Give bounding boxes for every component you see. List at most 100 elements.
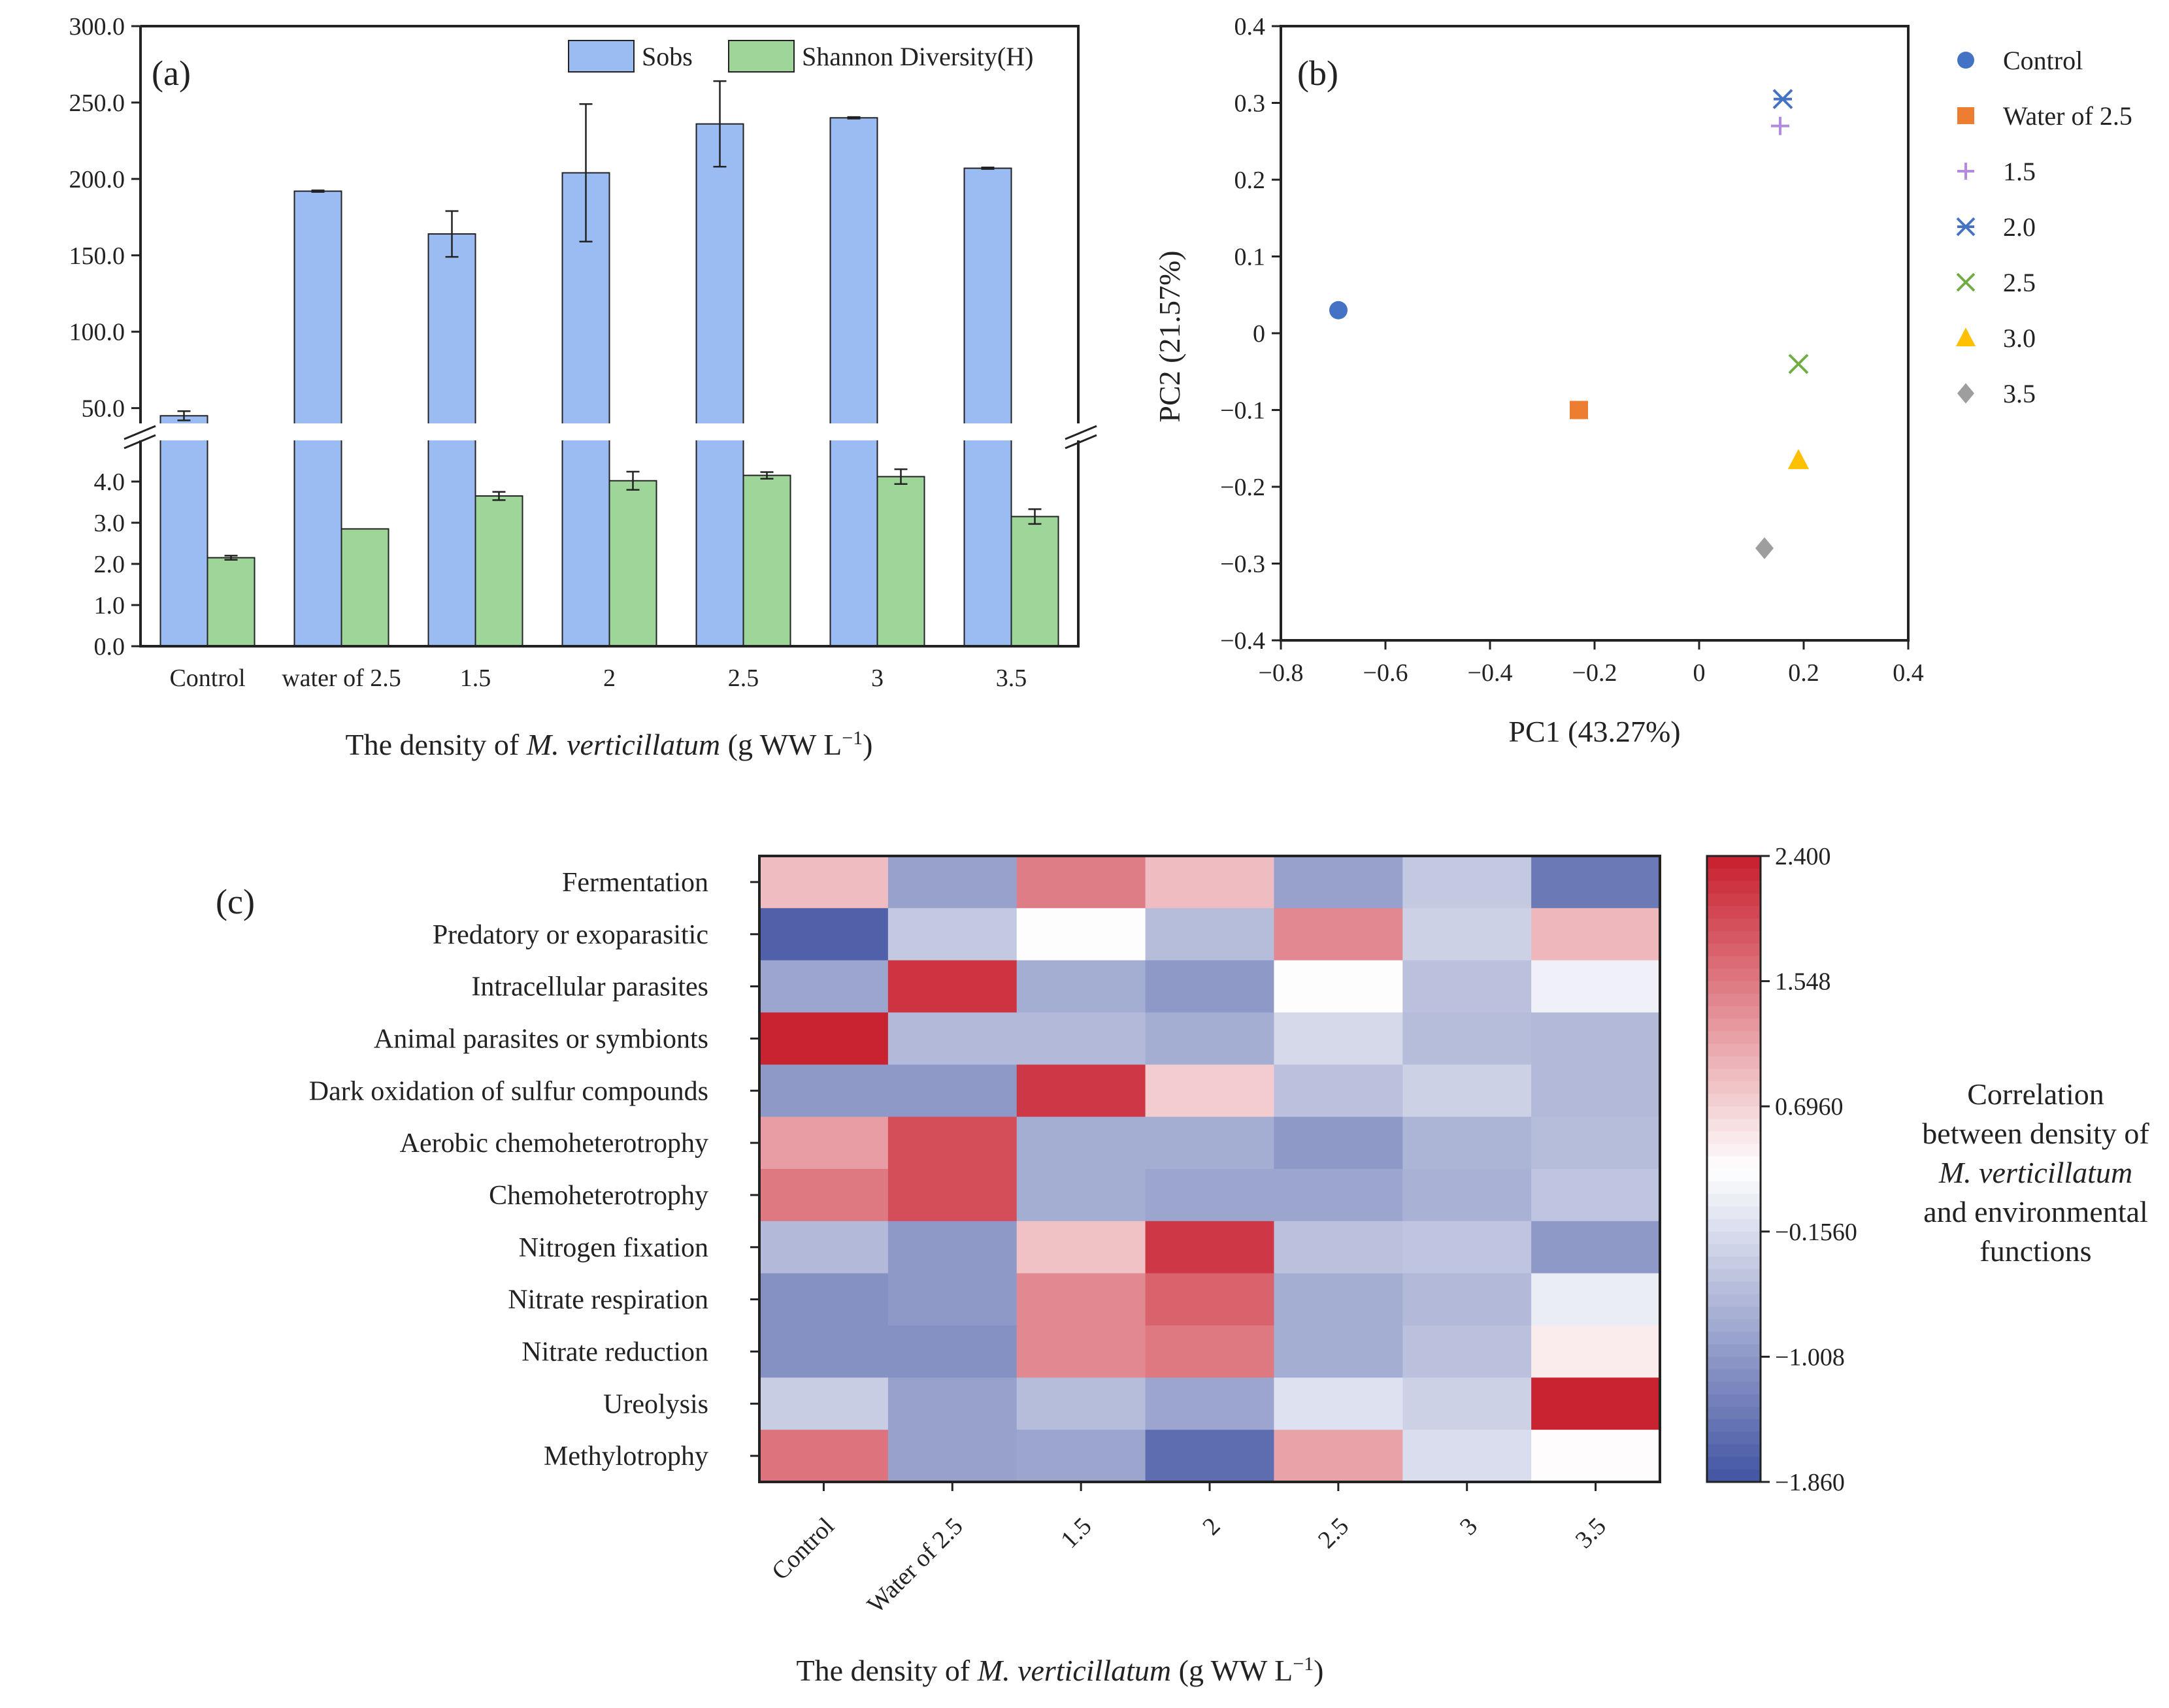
heatmap-cell — [1274, 1221, 1403, 1274]
colorbar-step — [1707, 1319, 1761, 1332]
error-bar-sobs — [579, 103, 593, 242]
heatmap-cell — [1402, 1377, 1532, 1430]
heatmap-cell — [1274, 1377, 1403, 1430]
scatter-point — [1788, 353, 1809, 374]
heatmap-cell — [1531, 960, 1661, 1013]
colorbar-step — [1707, 981, 1761, 994]
colorbar-step — [1707, 1169, 1761, 1182]
heatmap-cell — [1016, 1169, 1146, 1222]
colorbar-step — [1707, 1219, 1761, 1232]
x-ticks: −0.8 −0.6 −0.4 −0.2 0 0.2 0.4 — [1259, 640, 1924, 687]
y-tick-label: 150.0 — [69, 242, 125, 270]
heatmap-cell — [759, 960, 889, 1013]
row-label: Fermentation — [562, 868, 708, 898]
colorbar-step — [1707, 1206, 1761, 1220]
x-tick-label: 2.5 — [728, 665, 759, 692]
legend-label: 2.5 — [2003, 268, 2036, 297]
row-label: Aerobic chemoheterotrophy — [400, 1128, 708, 1158]
heatmap-cell — [1531, 1325, 1661, 1378]
x-axis-label: The density of M. verticillatum (g WW L−… — [346, 727, 873, 761]
heatmap-cell — [1274, 960, 1403, 1013]
colorbar-step — [1707, 1194, 1761, 1207]
legend-label: 2.0 — [2003, 212, 2036, 242]
colorbar-step — [1707, 1143, 1761, 1157]
colorbar-step — [1707, 1419, 1761, 1432]
colorbar-step — [1707, 1344, 1761, 1357]
y-tick-label: −0.1 — [1220, 397, 1265, 425]
error-bar-sobs — [177, 410, 191, 421]
heatmap-cell — [1145, 1012, 1275, 1065]
row-label: Ureolysis — [603, 1389, 708, 1419]
colorbar-step — [1707, 1243, 1761, 1257]
y-tick-label: −0.3 — [1220, 551, 1265, 578]
heatmap-cell — [1402, 1064, 1532, 1117]
colorbar-step — [1707, 1281, 1761, 1295]
row-label: Dark oxidation of sulfur compounds — [309, 1076, 708, 1106]
colorbar — [1707, 856, 1761, 1483]
heatmap-cell — [1402, 1169, 1532, 1222]
heatmap-cell — [1145, 1064, 1275, 1117]
panel-label-b: (b) — [1297, 54, 1338, 93]
legend-marker — [1957, 52, 1974, 69]
colorbar-step — [1707, 968, 1761, 982]
colorbar-step — [1707, 1181, 1761, 1194]
colorbar-step — [1707, 893, 1761, 907]
legend-marker — [1956, 272, 1976, 292]
legend-marker — [1956, 217, 1976, 237]
x-tick-label: 3.5 — [996, 665, 1027, 692]
heatmap-cell — [1531, 1064, 1661, 1117]
legend-marker — [1957, 383, 1974, 404]
y-tick-label: 0 — [1253, 320, 1265, 348]
colorbar-step — [1707, 1294, 1761, 1307]
colorbar-title: Correlation between density of M. vertic… — [1922, 1077, 2149, 1268]
row-label: Intracellular parasites — [471, 972, 708, 1002]
heatmap-cell — [887, 1117, 1018, 1170]
y-tick-label: 250.0 — [69, 90, 125, 117]
error-bar-sobs — [311, 189, 325, 193]
x-tick-label: −0.8 — [1259, 659, 1304, 687]
heatmap-cell — [1016, 1325, 1146, 1378]
column-label: Control — [767, 1513, 840, 1586]
colorbar-step — [1707, 1469, 1761, 1483]
column-label: 3.5 — [1570, 1513, 1612, 1554]
y-tick-label: −0.4 — [1220, 627, 1265, 655]
heatmap-cell — [1016, 908, 1146, 961]
colorbar-step — [1707, 1068, 1761, 1082]
heatmap-cell — [1274, 1169, 1403, 1222]
heatmap-cell — [887, 1273, 1018, 1326]
row-labels: Fermentation Predatory or exoparasitic Int… — [309, 868, 759, 1471]
bar-sobs — [695, 123, 744, 647]
heatmap-cell — [1274, 1012, 1403, 1065]
legend-label: 3.5 — [2003, 379, 2036, 408]
break-mark-left-2 — [124, 434, 156, 450]
heatmap-cell — [1274, 1064, 1403, 1117]
colorbar-tick-label: −1.860 — [1775, 1469, 1845, 1496]
heatmap-cell — [1016, 856, 1146, 909]
heatmap-cell — [887, 1325, 1018, 1378]
column-label: 2.5 — [1313, 1513, 1354, 1554]
row-label: Nitrate respiration — [508, 1285, 708, 1315]
row-label: Methylotrophy — [544, 1441, 708, 1471]
colorbar-step — [1707, 1231, 1761, 1245]
colorbar-step — [1707, 1444, 1761, 1458]
heatmap-cell — [1145, 908, 1275, 961]
colorbar-step — [1707, 1006, 1761, 1019]
error-bar-shannon — [626, 470, 640, 491]
colorbar-title-line: between density of — [1922, 1117, 2149, 1150]
bar-shannon — [876, 476, 925, 647]
scatter-point — [1755, 537, 1774, 559]
legend-label: 3.0 — [2003, 323, 2036, 353]
panel-b-axes — [1280, 25, 1910, 642]
y-tick-label: 1.0 — [94, 592, 125, 619]
heatmap-cell — [1145, 1377, 1275, 1430]
y-tick-label: 3.0 — [94, 510, 125, 537]
heatmap-cell — [1274, 1273, 1403, 1326]
heatmap-cell — [1402, 1325, 1532, 1378]
colorbar-step — [1707, 1432, 1761, 1445]
row-label: Predatory or exoparasitic — [433, 920, 708, 950]
heatmap-cell — [759, 1325, 889, 1378]
bar-shannon — [742, 474, 791, 647]
bar-shannon — [340, 528, 389, 648]
colorbar-tick-label: 2.400 — [1775, 843, 1831, 870]
panel-b-scatter-chart: −0.4−0.3−0.2−0.100.10.20.30.4 −0.8 −0.6 −0… — [1153, 13, 2132, 748]
